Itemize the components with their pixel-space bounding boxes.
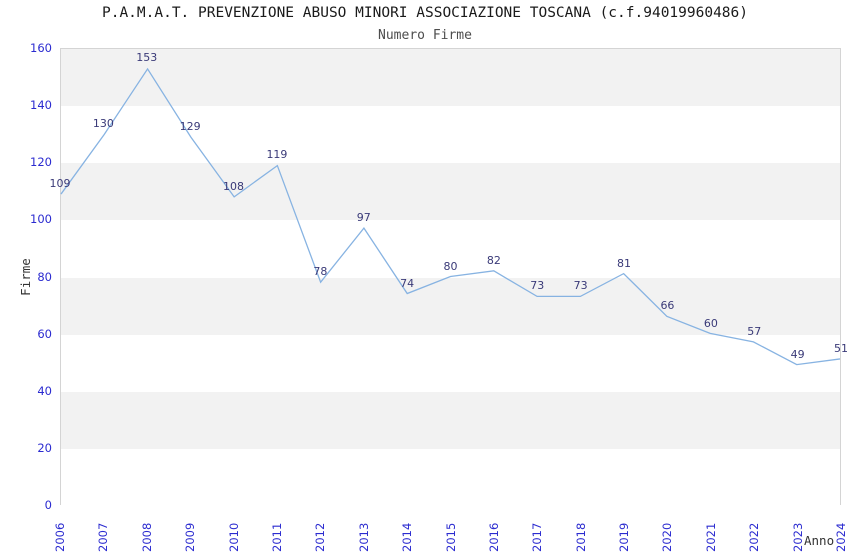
x-tick-label: 2024 [834,522,848,552]
x-axis-label: Anno [804,533,835,548]
y-tick-label: 80 [37,269,52,284]
data-point-label: 108 [223,179,245,193]
grid-band [61,391,840,449]
data-point-label: 153 [136,50,158,64]
x-tick-label: 2023 [790,522,805,552]
data-point-label: 78 [313,265,328,279]
data-point-label: 119 [266,148,288,162]
grid-band [61,448,840,506]
x-tick-label: 2015 [443,522,458,552]
x-tick-label: 2018 [573,522,588,552]
grid-band [61,220,840,278]
y-tick-label: 120 [30,155,52,170]
x-tick-label: 2006 [53,522,67,552]
grid-band [61,334,840,392]
y-tick-label: 100 [30,212,52,227]
y-tick-label: 0 [44,498,52,512]
data-point-label: 60 [703,316,718,330]
data-point-label: 57 [747,325,762,339]
x-tick-label: 2013 [356,522,371,552]
data-point-label: 74 [400,276,415,290]
y-tick-label: 40 [37,383,52,398]
data-point-label: 82 [486,253,501,267]
data-point-label: 129 [179,119,201,133]
x-tick-label: 2009 [183,522,198,552]
grid-band [61,106,840,164]
x-tick-label: 2016 [486,522,501,552]
x-tick-label: 2019 [617,522,632,552]
data-point-label: 81 [617,256,632,270]
plot-area [60,48,841,506]
grid-band [61,163,840,221]
y-tick-label: 20 [37,440,52,455]
x-tick-label: 2014 [400,522,415,552]
data-point-label: 51 [834,342,848,356]
data-point-label: 109 [49,176,71,190]
data-point-label: 80 [443,259,458,273]
data-point-label: 66 [660,299,675,313]
x-tick-label: 2022 [747,522,762,552]
x-tick-label: 2020 [660,522,675,552]
data-point-label: 130 [92,116,114,130]
x-tick-label: 2012 [313,522,328,552]
chart-title: P.A.M.A.T. PREVENZIONE ABUSO MINORI ASSO… [101,5,748,21]
data-point-label: 97 [356,210,371,224]
data-point-label: 73 [573,279,588,293]
data-point-label: 49 [790,348,805,362]
chart-subtitle: Numero Firme [378,28,472,43]
grid-band [61,277,840,335]
x-tick-label: 2007 [96,522,111,552]
line-series-svg [60,67,841,366]
y-tick-label: 140 [30,98,52,113]
x-tick-label: 2011 [269,522,284,552]
x-tick-label: 2021 [703,522,718,552]
x-tick-label: 2008 [139,522,154,552]
y-tick-label: 160 [30,41,52,55]
y-tick-label: 60 [37,326,52,341]
x-tick-label: 2017 [530,522,545,552]
series-line [60,67,841,366]
data-point-label: 73 [530,279,545,293]
grid-band [61,49,840,107]
x-tick-label: 2010 [226,522,241,552]
